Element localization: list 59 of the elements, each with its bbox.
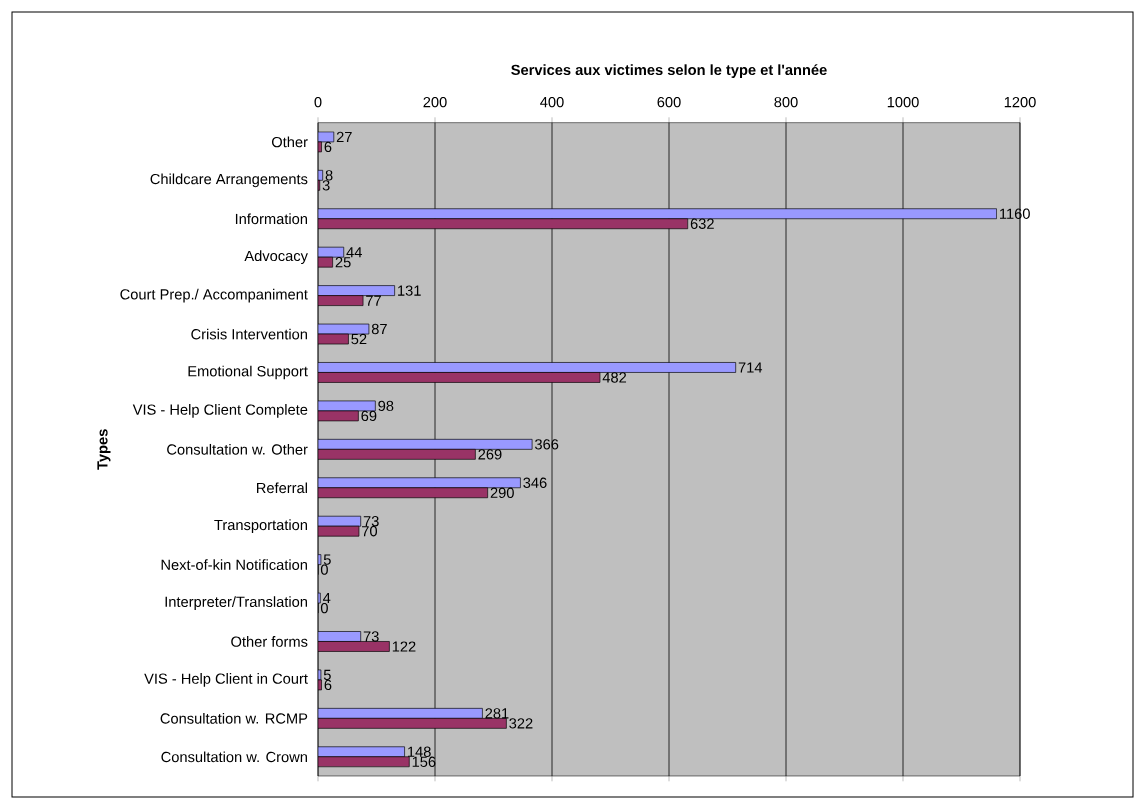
x-tick-label: 600	[657, 96, 681, 108]
chart-title: Services aux victimes selon le type et l'année	[511, 64, 827, 78]
data-label: 70	[362, 526, 378, 537]
data-label: 6	[324, 141, 332, 153]
y-tick-label: Childcare Arrangements	[150, 173, 308, 188]
data-label: 366	[535, 439, 559, 450]
data-label: 5	[323, 669, 331, 681]
data-label: 148	[408, 746, 431, 757]
x-tick-label: 1000	[887, 96, 919, 108]
y-axis-title: Types	[97, 429, 111, 470]
y-tick-label: VIS - Help Client in Court	[144, 673, 308, 687]
data-label: 52	[351, 333, 367, 345]
y-tick-label: Other	[271, 136, 308, 148]
data-label: 73	[363, 516, 379, 527]
data-label: 0	[320, 564, 328, 575]
data-label: 6	[324, 679, 332, 691]
data-label: 131	[398, 285, 421, 296]
data-label: 25	[335, 257, 351, 268]
data-label: 122	[392, 641, 416, 652]
y-tick-label: Information	[235, 213, 307, 225]
x-tick-label: 400	[540, 96, 564, 108]
data-label: 714	[738, 362, 763, 373]
data-label: 0	[320, 602, 328, 614]
y-tick-label: Advocacy	[244, 250, 308, 264]
y-tick-label: Consultation w. Other	[167, 443, 308, 455]
data-label: 156	[412, 756, 436, 767]
y-tick-label: Referral	[257, 482, 307, 494]
x-tick-label: 0	[314, 96, 322, 108]
y-tick-label: Emotional Support	[188, 365, 308, 380]
data-label: 8	[325, 170, 333, 181]
data-label: 73	[363, 631, 379, 642]
y-tick-label: Court Prep./ Accompaniment	[120, 288, 308, 303]
y-tick-label: Consultation w. RCMP	[160, 712, 308, 724]
y-tick-label: Consultation w. Crown	[161, 751, 307, 763]
data-label: 77	[366, 295, 381, 306]
y-tick-label: VIS - Help Client Complete	[132, 404, 308, 418]
data-label: 98	[378, 400, 394, 412]
y-tick-label: Next-of-kin Notification	[161, 559, 307, 571]
data-label: 269	[478, 449, 502, 460]
data-label: 482	[602, 372, 627, 383]
data-label: 4	[323, 593, 331, 604]
data-label: 632	[690, 218, 714, 229]
data-label: 69	[361, 410, 377, 422]
x-tick-label: 200	[423, 96, 447, 108]
data-label: 44	[346, 247, 362, 258]
x-tick-label: 800	[774, 96, 798, 108]
data-label: 27	[336, 131, 352, 142]
y-tick-label: Crisis Intervention	[191, 328, 307, 340]
y-tick-label: Interpreter/Translation	[165, 596, 307, 610]
x-tick-label: 1200	[1004, 96, 1036, 108]
data-label: 322	[509, 718, 533, 729]
data-label: 281	[485, 708, 509, 719]
data-label: 346	[523, 477, 547, 488]
data-label: 87	[371, 323, 387, 335]
data-label: 290	[490, 487, 514, 498]
data-label: 5	[323, 554, 331, 565]
data-label: 3	[322, 180, 330, 191]
y-tick-label: Transportation	[214, 519, 307, 534]
y-tick-label: Other forms	[231, 636, 308, 647]
